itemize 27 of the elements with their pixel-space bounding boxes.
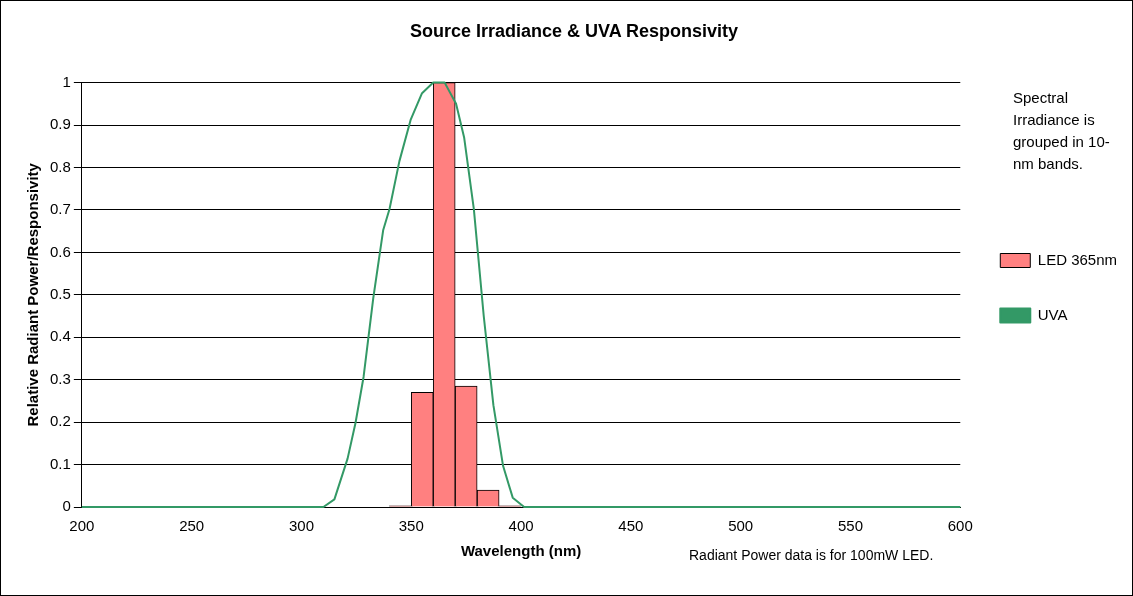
y-tick-label: 0.6 <box>49 242 71 260</box>
chart-title: Source Irradiance & UVA Responsivity <box>409 20 739 41</box>
legend-label: LED 365nm <box>1037 250 1118 268</box>
legend-label: UVA <box>1037 305 1068 323</box>
text: Radiant Power data is for 100mW LED. <box>689 547 934 563</box>
y-tick-label: 0.4 <box>49 327 71 345</box>
x-tick-label: 250 <box>179 517 205 535</box>
y-tick-label: 1 <box>62 72 71 90</box>
y-tick-label: 0.1 <box>49 454 71 472</box>
y-tick-label: 0 <box>62 497 71 515</box>
y-axis-title: Relative Radiant Power/Responsivity <box>24 162 42 427</box>
y-tick-label: 0.2 <box>49 412 71 430</box>
x-axis-title: Wavelength (nm) <box>460 542 582 560</box>
y-tick-label: 0.5 <box>49 284 71 302</box>
x-tick-label: 300 <box>288 517 314 535</box>
y-tick-label: 0.7 <box>49 200 71 218</box>
x-tick-label: 600 <box>947 517 973 535</box>
y-tick-label: 0.3 <box>49 369 71 387</box>
x-tick-label: 550 <box>837 517 863 535</box>
x-tick-label: 500 <box>728 517 754 535</box>
y-tick-label: 0.9 <box>49 115 71 133</box>
text: Spectral Irradiance is grouped in 10-nm bands. <box>1013 88 1111 174</box>
x-tick-label: 450 <box>618 517 644 535</box>
x-tick-label: 200 <box>69 517 95 535</box>
y-tick-label: 0.8 <box>49 157 71 175</box>
x-tick-label: 400 <box>508 517 534 535</box>
x-tick-label: 350 <box>398 517 424 535</box>
